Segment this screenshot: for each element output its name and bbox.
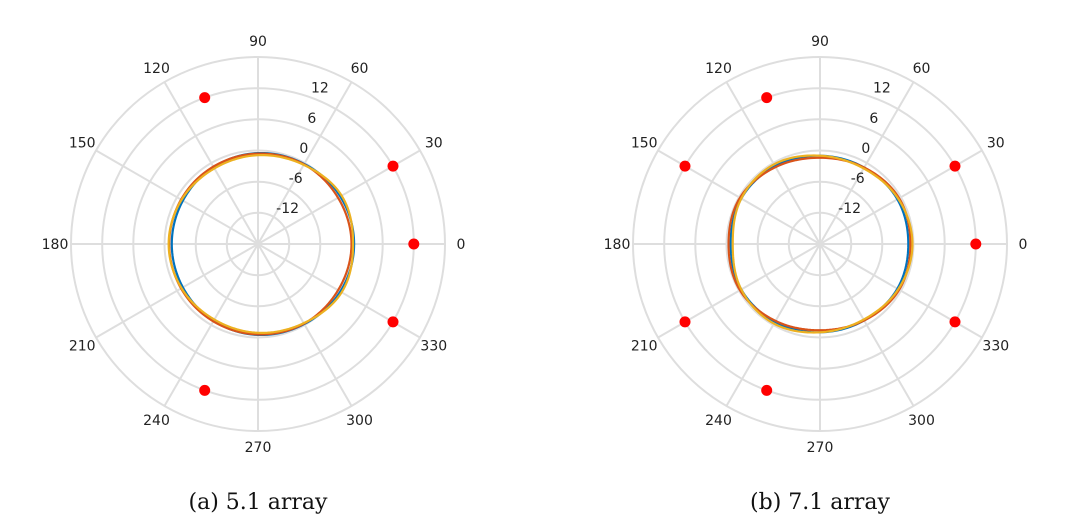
angle-tick-label: 150	[69, 136, 96, 152]
angle-tick-label: 240	[143, 413, 170, 429]
caption-7-1-array: (b) 7.1 array	[750, 490, 890, 515]
speaker-marker	[679, 160, 691, 172]
radial-tick-label: -12	[276, 201, 299, 217]
angle-tick-label: 300	[346, 413, 373, 429]
series-line-3	[731, 154, 914, 334]
series-line-3	[167, 153, 355, 335]
grid-spoke	[819, 243, 915, 407]
radial-tick-label: 12	[311, 81, 329, 97]
angle-tick-label: 0	[1019, 237, 1028, 253]
angle-tick-label: 30	[425, 136, 443, 152]
angle-tick-label: 300	[908, 413, 935, 429]
angle-tick-label: 240	[705, 413, 732, 429]
grid-spoke	[95, 243, 259, 339]
angle-tick-label: 0	[457, 237, 466, 253]
polar-plot-7-1-array: 0 30 60 90 120 150 180 210 240 270 300 330 -12 -6 0 6 12	[604, 34, 1028, 456]
grid-spoke	[725, 81, 821, 245]
speaker-marker	[761, 384, 773, 396]
radial-tick-label: 6	[869, 111, 878, 127]
angle-tick-label: 60	[351, 61, 369, 77]
speaker-marker	[679, 316, 691, 328]
angle-tick-label: 180	[604, 237, 631, 253]
angle-tick-label: 150	[631, 136, 658, 152]
polar-plot-5-1-array: 0 30 60 90 120 150 180 210 240 270 300 330 -12 -6 0 6 12	[42, 34, 466, 456]
speaker-marker	[970, 238, 982, 250]
angle-tick-label: 270	[245, 440, 272, 456]
angle-tick-label: 330	[420, 339, 447, 355]
speaker-marker	[949, 316, 961, 328]
radial-tick-label: 0	[861, 141, 870, 157]
speaker-marker	[387, 160, 399, 172]
radial-tick-label: -6	[289, 171, 303, 187]
polar-grid	[70, 56, 446, 432]
angle-tick-label: 90	[811, 34, 829, 50]
angle-tick-label: 270	[807, 440, 834, 456]
radial-tick-label: -6	[851, 171, 865, 187]
grid-spoke	[819, 81, 915, 245]
angle-tick-label: 330	[982, 339, 1009, 355]
radial-tick-label: -12	[838, 201, 861, 217]
speaker-marker	[761, 92, 773, 104]
grid-spoke	[725, 243, 821, 407]
speaker-marker	[199, 92, 211, 104]
grid-spoke	[163, 243, 259, 407]
grid-spoke	[95, 149, 259, 245]
radial-tick-label: 12	[873, 81, 891, 97]
speaker-marker	[949, 160, 961, 172]
caption-5-1-array: (a) 5.1 array	[189, 490, 329, 515]
speaker-marker	[199, 384, 211, 396]
angle-tick-label: 180	[42, 237, 69, 253]
speaker-marker	[408, 238, 420, 250]
angle-tick-label: 120	[143, 61, 170, 77]
radial-tick-label: 0	[299, 141, 308, 157]
angle-tick-label: 210	[69, 339, 96, 355]
angle-tick-label: 120	[705, 61, 732, 77]
angle-tick-label: 30	[987, 136, 1005, 152]
radial-tick-label: 6	[307, 111, 316, 127]
grid-spoke	[163, 81, 259, 245]
angle-tick-label: 90	[249, 34, 267, 50]
angle-tick-label: 210	[631, 339, 658, 355]
speaker-marker	[387, 316, 399, 328]
polar-grid	[632, 56, 1008, 432]
angle-tick-label: 60	[913, 61, 931, 77]
